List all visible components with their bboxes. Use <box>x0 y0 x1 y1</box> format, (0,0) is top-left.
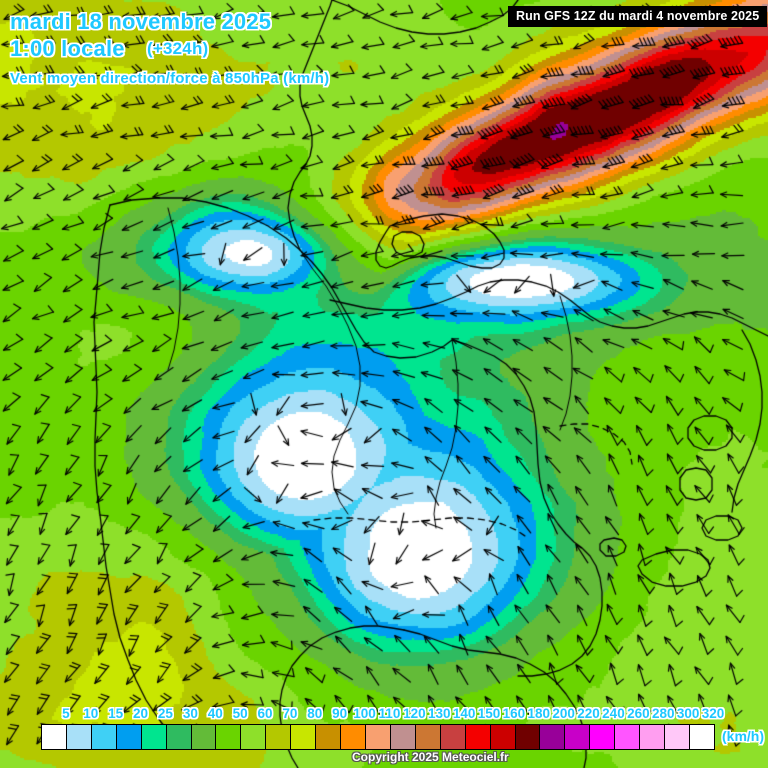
color-swatch-18 <box>490 725 516 749</box>
copyright-label: Copyright 2025 Meteociel.fr <box>352 750 509 764</box>
color-swatch-3 <box>116 725 142 749</box>
color-swatch-13 <box>365 725 391 749</box>
scale-tick-50: 50 <box>232 706 248 721</box>
color-swatch-17 <box>465 725 491 749</box>
scale-tick-5: 5 <box>62 706 70 721</box>
color-swatch-15 <box>415 725 441 749</box>
color-swatch-26 <box>689 725 714 749</box>
color-swatch-20 <box>540 725 566 749</box>
scale-tick-180: 180 <box>527 706 551 721</box>
scale-tick-30: 30 <box>182 706 198 721</box>
scale-tick-320: 320 <box>701 706 725 721</box>
color-swatch-1 <box>66 725 92 749</box>
forecast-step-label: (+324h) <box>147 39 209 58</box>
color-swatch-7 <box>216 725 242 749</box>
scale-tick-150: 150 <box>477 706 501 721</box>
scale-tick-100: 100 <box>353 706 376 721</box>
model-run-banner: Run GFS 12Z du mardi 4 novembre 2025 <box>508 6 768 27</box>
scale-tick-200: 200 <box>552 706 575 721</box>
color-swatch-19 <box>515 725 541 749</box>
scale-tick-80: 80 <box>307 706 323 721</box>
color-swatch-21 <box>565 725 591 749</box>
color-swatch-2 <box>91 725 117 749</box>
forecast-date-label: mardi 18 novembre 2025 <box>10 9 272 34</box>
color-swatch-0 <box>42 725 67 749</box>
scale-tick-300: 300 <box>676 706 700 721</box>
forecast-parameter-label: Vent moyen direction/force à 850hPa (km/… <box>10 70 330 87</box>
scale-tick-90: 90 <box>332 706 348 721</box>
scale-tick-240: 240 <box>602 706 625 721</box>
scale-tick-10: 10 <box>83 706 99 721</box>
scale-tick-70: 70 <box>282 706 298 721</box>
forecast-time-label: 1:00 locale <box>10 36 125 61</box>
scale-tick-25: 25 <box>157 706 173 721</box>
scale-tick-40: 40 <box>207 706 223 721</box>
color-swatch-14 <box>390 725 416 749</box>
color-swatch-22 <box>590 725 616 749</box>
color-swatch-25 <box>665 725 690 749</box>
scale-tick-260: 260 <box>627 706 650 721</box>
color-swatch-10 <box>291 725 317 749</box>
color-swatch-8 <box>241 725 267 749</box>
color-swatch-16 <box>440 725 466 749</box>
scale-tick-280: 280 <box>651 706 675 721</box>
color-scale-unit-label: (km/h) <box>722 728 764 744</box>
color-swatch-6 <box>191 725 217 749</box>
color-swatch-12 <box>341 725 366 749</box>
scale-tick-15: 15 <box>108 706 124 721</box>
scale-tick-220: 220 <box>577 706 600 721</box>
color-swatch-4 <box>141 725 167 749</box>
scale-tick-120: 120 <box>403 706 426 721</box>
scale-tick-20: 20 <box>133 706 149 721</box>
scale-tick-140: 140 <box>452 706 476 721</box>
color-swatch-23 <box>615 725 641 749</box>
color-swatch-11 <box>316 725 342 749</box>
scale-tick-130: 130 <box>427 706 451 721</box>
scale-tick-110: 110 <box>378 706 401 721</box>
color-swatch-9 <box>266 725 292 749</box>
color-swatch-24 <box>640 725 666 749</box>
scale-tick-160: 160 <box>502 706 526 721</box>
color-scale-legend: 5 10 15 20 25 30 40 50 60 70 80 90 100 110 120 130 140 15… <box>0 700 768 768</box>
color-scale-bar[interactable] <box>41 724 715 750</box>
color-swatch-5 <box>166 725 192 749</box>
scale-tick-60: 60 <box>257 706 273 721</box>
